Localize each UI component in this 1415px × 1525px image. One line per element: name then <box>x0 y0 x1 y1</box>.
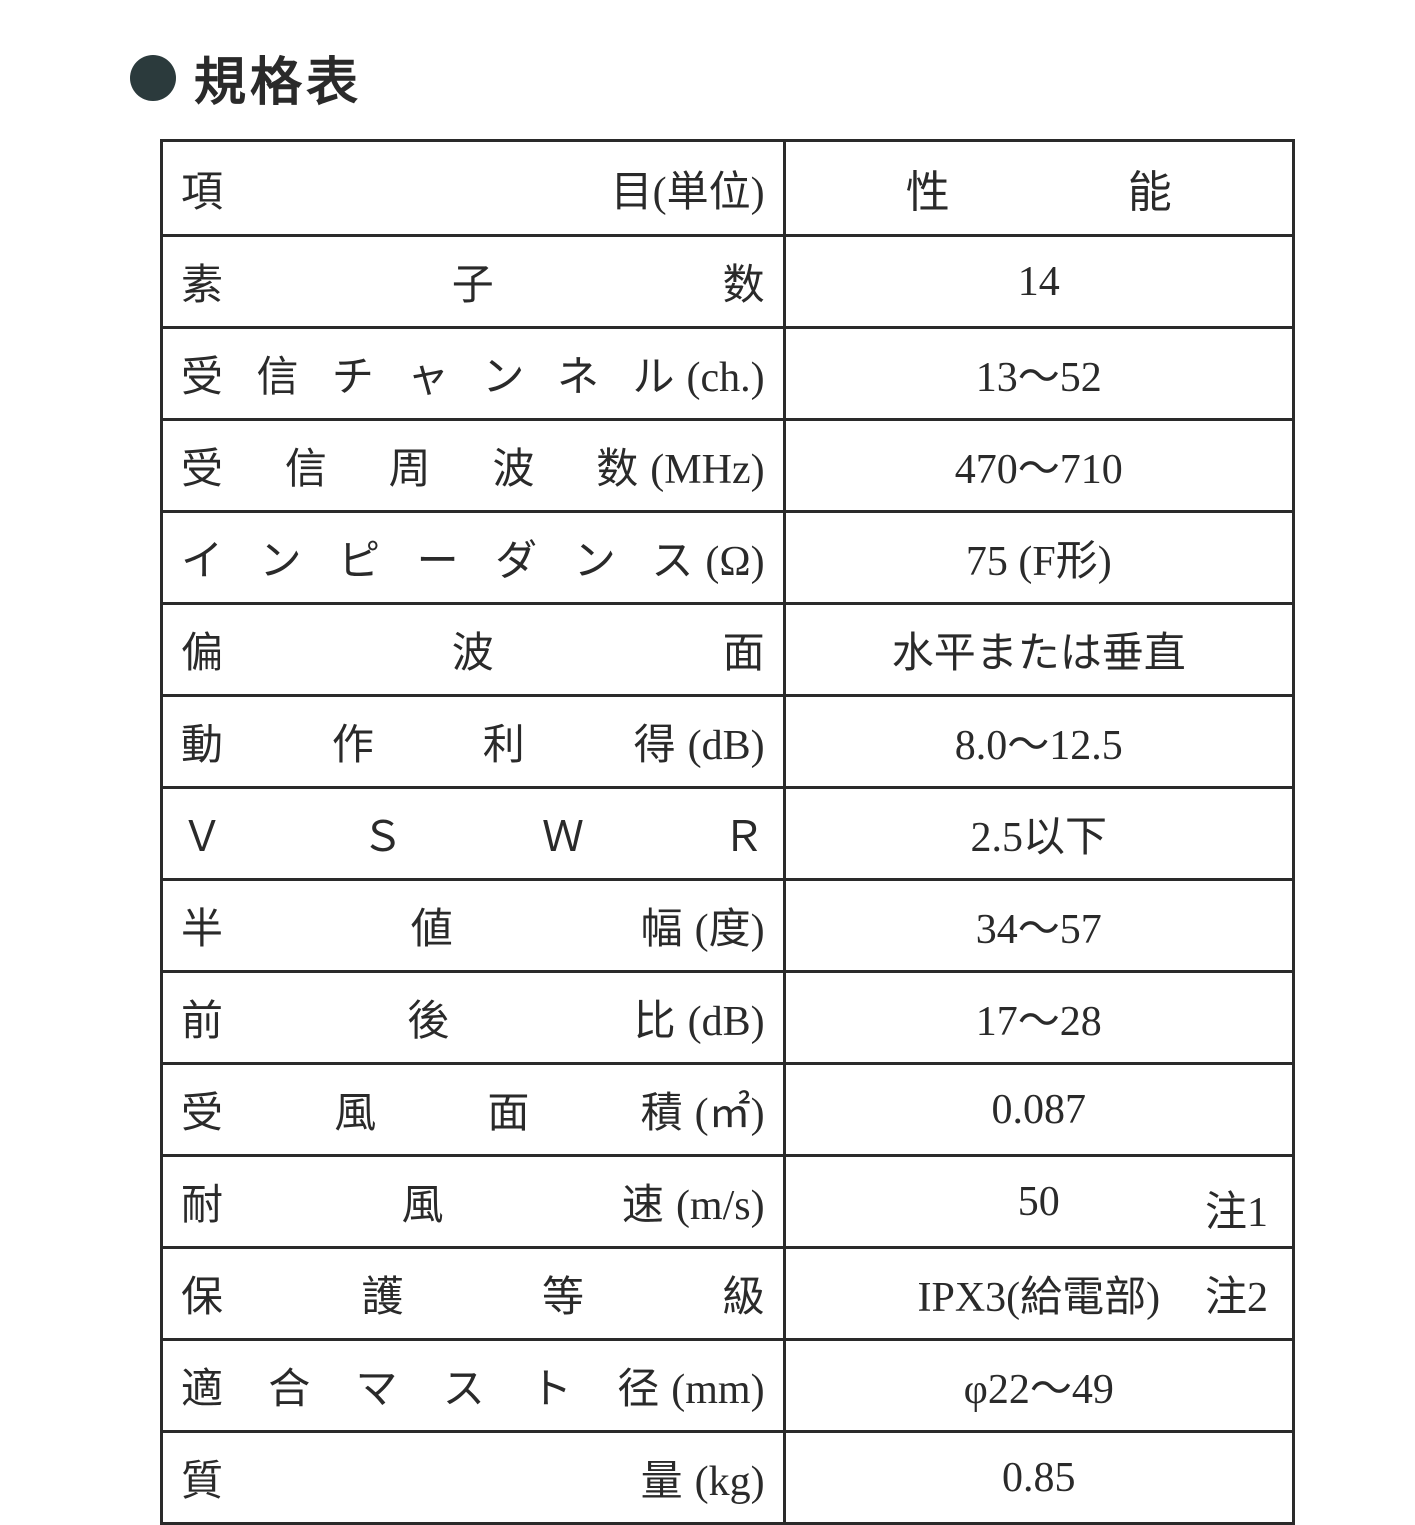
spec-label-cell: インピーダンス(Ω) <box>162 512 785 604</box>
spec-value-cell: 470～710 <box>784 420 1293 512</box>
spec-unit: (度) <box>695 895 765 956</box>
header-item: 項 目 (単位) <box>162 141 785 236</box>
spec-label-cell: 適合マスト径(mm) <box>162 1340 785 1432</box>
spec-value-cell: 0.087 <box>784 1064 1293 1156</box>
spec-label: 偏 波 面 <box>181 619 765 680</box>
table-row: インピーダンス(Ω) 75 (F形) <box>162 512 1294 604</box>
spec-label: 半 値 幅 <box>181 895 683 956</box>
spec-label-cell: 偏 波 面 <box>162 604 785 696</box>
spec-label: Ｖ Ｓ Ｗ Ｒ <box>181 803 765 864</box>
spec-value: 14 <box>1018 259 1060 305</box>
spec-value: 0.85 <box>1002 1455 1076 1501</box>
spec-unit: (Ω) <box>705 538 764 586</box>
spec-value-cell: 50 注1 <box>784 1156 1293 1248</box>
spec-value-cell: 17～28 <box>784 972 1293 1064</box>
table-row: 質 量(kg) 0.85 <box>162 1432 1294 1524</box>
spec-value: 34～57 <box>976 907 1102 953</box>
spec-label-cell: 受風面積(㎡) <box>162 1064 785 1156</box>
spec-value-cell: 0.85 <box>784 1432 1293 1524</box>
spec-value-cell: 13～52 <box>784 328 1293 420</box>
spec-label-cell: 質 量(kg) <box>162 1432 785 1524</box>
spec-label-cell: 受信周波数(MHz) <box>162 420 785 512</box>
spec-note: 注1 <box>1205 1178 1268 1239</box>
spec-unit: (ch.) <box>686 354 764 402</box>
spec-label-cell: 半 値 幅(度) <box>162 880 785 972</box>
spec-unit: (㎡) <box>695 1079 765 1140</box>
spec-value: 13～52 <box>976 355 1102 401</box>
spec-label-cell: 前 後 比(dB) <box>162 972 785 1064</box>
spec-value-cell: φ22～49 <box>784 1340 1293 1432</box>
spec-label: 保護等級 <box>181 1263 765 1324</box>
header-row: 項 目 (単位) 性 能 <box>162 141 1294 236</box>
spec-value: 2.5以下 <box>971 815 1108 861</box>
spec-value: 水平または垂直 <box>892 631 1186 677</box>
header-item-label: 項 目 <box>181 158 653 219</box>
header-value: 性 能 <box>784 141 1293 236</box>
spec-unit: (MHz) <box>650 446 764 494</box>
header-item-unit: (単位) <box>653 158 765 219</box>
spec-label: 適合マスト径 <box>181 1355 659 1416</box>
spec-label: 受信周波数 <box>181 435 638 496</box>
spec-label: 前 後 比 <box>181 987 676 1048</box>
table-row: Ｖ Ｓ Ｗ Ｒ 2.5以下 <box>162 788 1294 880</box>
table-row: 受信周波数(MHz) 470～710 <box>162 420 1294 512</box>
spec-label-cell: 耐 風 速(m/s) <box>162 1156 785 1248</box>
spec-label: 質 量 <box>181 1447 683 1508</box>
spec-label: 耐 風 速 <box>181 1171 664 1232</box>
spec-label: 受信チャンネル <box>181 343 674 404</box>
spec-label: 受風面積 <box>181 1079 683 1140</box>
table-row: 動作利得(dB) 8.0～12.5 <box>162 696 1294 788</box>
table-row: 前 後 比(dB) 17～28 <box>162 972 1294 1064</box>
table-row: 素 子 数 14 <box>162 236 1294 328</box>
table-row: 保護等級 IPX3(給電部) 注2 <box>162 1248 1294 1340</box>
spec-unit: (kg) <box>695 1458 765 1506</box>
header-value-label: 性 能 <box>804 156 1274 220</box>
spec-value-cell: IPX3(給電部) 注2 <box>784 1248 1293 1340</box>
page: 規格表 項 目 (単位) 性 能 素 子 数 14 受信チャンネル(ch.) 13～5… <box>0 0 1415 1415</box>
spec-value: 8.0～12.5 <box>955 723 1123 769</box>
spec-value: 470～710 <box>955 447 1123 493</box>
spec-label-cell: 動作利得(dB) <box>162 696 785 788</box>
spec-title: 規格表 <box>194 40 362 115</box>
spec-unit: (mm) <box>671 1366 764 1414</box>
spec-unit: (dB) <box>688 998 765 1046</box>
spec-value-cell: 2.5以下 <box>784 788 1293 880</box>
spec-label-cell: 保護等級 <box>162 1248 785 1340</box>
spec-unit: (m/s) <box>676 1182 765 1230</box>
spec-label: 素 子 数 <box>181 251 765 312</box>
bullet-icon <box>130 55 176 101</box>
spec-value: φ22～49 <box>964 1367 1114 1413</box>
spec-value-cell: 75 (F形) <box>784 512 1293 604</box>
table-row: 受風面積(㎡) 0.087 <box>162 1064 1294 1156</box>
table-row: 偏 波 面 水平または垂直 <box>162 604 1294 696</box>
spec-value-cell: 34～57 <box>784 880 1293 972</box>
table-row: 半 値 幅(度) 34～57 <box>162 880 1294 972</box>
spec-label: 動作利得 <box>181 711 676 772</box>
spec-value: 0.087 <box>992 1087 1087 1133</box>
spec-value-cell: 14 <box>784 236 1293 328</box>
table-row: 受信チャンネル(ch.) 13～52 <box>162 328 1294 420</box>
spec-value: 17～28 <box>976 999 1102 1045</box>
table-row: 適合マスト径(mm) φ22～49 <box>162 1340 1294 1432</box>
spec-label-cell: 受信チャンネル(ch.) <box>162 328 785 420</box>
spec-table: 項 目 (単位) 性 能 素 子 数 14 受信チャンネル(ch.) 13～52 受信周… <box>160 139 1295 1525</box>
spec-label-cell: 素 子 数 <box>162 236 785 328</box>
spec-label-cell: Ｖ Ｓ Ｗ Ｒ <box>162 788 785 880</box>
spec-value-cell: 8.0～12.5 <box>784 696 1293 788</box>
spec-value: 75 (F形) <box>966 539 1112 585</box>
spec-label: インピーダンス <box>181 527 693 588</box>
table-row: 耐 風 速(m/s) 50 注1 <box>162 1156 1294 1248</box>
title-row: 規格表 <box>130 40 1295 115</box>
spec-value-cell: 水平または垂直 <box>784 604 1293 696</box>
spec-note: 注2 <box>1205 1263 1268 1324</box>
spec-value: IPX3(給電部) <box>917 1263 1160 1324</box>
spec-unit: (dB) <box>688 722 765 770</box>
spec-value: 50 <box>1018 1178 1060 1226</box>
